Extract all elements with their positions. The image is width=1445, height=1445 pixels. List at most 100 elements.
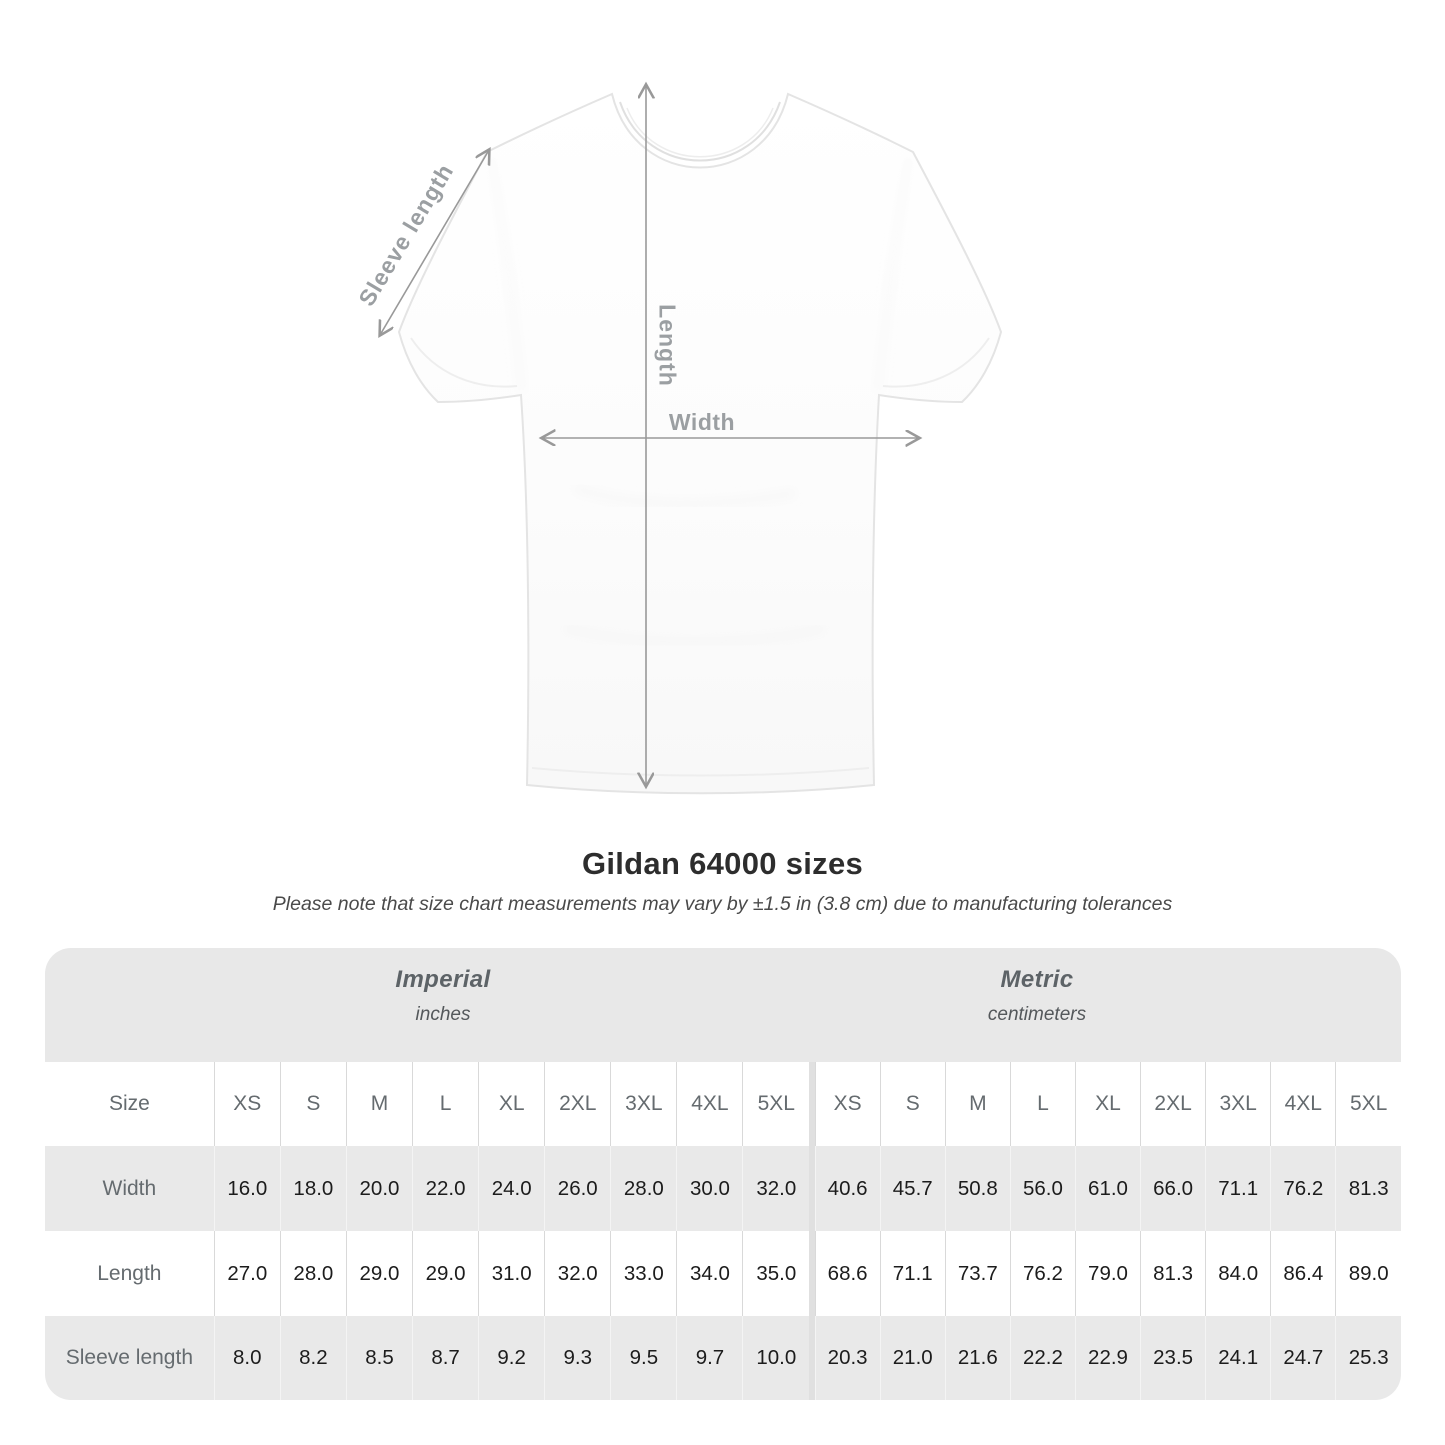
imperial-value-cell: 31.0 — [478, 1231, 545, 1316]
metric-size-col-L: L — [1009, 1062, 1076, 1146]
section-divider — [809, 1146, 816, 1231]
unit-header-band: Imperial inches Metric centimeters — [45, 948, 1401, 1062]
imperial-label: Imperial — [395, 966, 491, 993]
metric-value-cell: 89.0 — [1335, 1231, 1401, 1316]
imperial-size-col-3XL: 3XL — [610, 1062, 677, 1146]
imperial-size-col-XS: XS — [213, 1062, 281, 1146]
imperial-value-cell: 9.2 — [478, 1316, 545, 1400]
imperial-size-col-4XL: 4XL — [676, 1062, 743, 1146]
collar-line — [619, 101, 781, 162]
bottom-hem — [531, 767, 870, 777]
metric-value-cell: 22.9 — [1074, 1316, 1141, 1400]
metric-value-cell: 79.0 — [1074, 1231, 1141, 1316]
imperial-unit: inches — [415, 1004, 471, 1025]
metric-value-cell: 40.6 — [814, 1146, 881, 1231]
imperial-value-cell: 35.0 — [742, 1231, 810, 1316]
imperial-value-cell: 27.0 — [213, 1231, 281, 1316]
imperial-value-cell: 28.0 — [610, 1146, 677, 1231]
metric-value-cell: 86.4 — [1270, 1231, 1336, 1316]
imperial-value-cell: 9.7 — [676, 1316, 743, 1400]
metric-unit: centimeters — [987, 1004, 1087, 1025]
imperial-value-cell: 8.5 — [345, 1316, 413, 1400]
metric-value-cell: 81.3 — [1140, 1231, 1206, 1316]
section-divider — [809, 1062, 816, 1146]
size-table: Size XS S M L XL 2XL 3XL 4XL 5XL XS S M L XL 2XL 3XL 4XL 5… — [45, 1062, 1401, 1400]
imperial-size-col-L: L — [412, 1062, 479, 1146]
imperial-value-cell: 8.7 — [412, 1316, 479, 1400]
imperial-value-cell: 30.0 — [676, 1146, 743, 1231]
metric-size-col-XL: XL — [1074, 1062, 1141, 1146]
imperial-value-cell: 20.0 — [345, 1146, 413, 1231]
imperial-value-cell: 24.0 — [478, 1146, 545, 1231]
measurement-row: Width 16.0 18.0 20.0 22.0 24.0 26.0 28.0 30.0 32.… — [45, 1146, 1401, 1231]
metric-size-col-S: S — [879, 1062, 946, 1146]
imperial-value-cell: 9.5 — [610, 1316, 677, 1400]
metric-value-cell: 21.0 — [879, 1316, 946, 1400]
tshirt-body — [397, 92, 1003, 795]
metric-size-col-M: M — [944, 1062, 1011, 1146]
metric-value-cell: 22.2 — [1009, 1316, 1076, 1400]
tolerance-note: Please note that size chart measurements… — [272, 893, 1173, 915]
left-sleeve-seam — [490, 155, 523, 393]
metric-size-col-4XL: 4XL — [1270, 1062, 1336, 1146]
imperial-header: Imperial inches — [395, 966, 490, 1026]
metric-value-cell: 61.0 — [1074, 1146, 1141, 1231]
right-sleeve-hem — [882, 337, 990, 388]
imperial-value-cell: 16.0 — [213, 1146, 281, 1231]
metric-value-cell: 66.0 — [1140, 1146, 1206, 1231]
imperial-value-cell: 9.3 — [544, 1316, 611, 1400]
metric-value-cell: 50.8 — [944, 1146, 1011, 1231]
metric-value-cell: 25.3 — [1335, 1316, 1401, 1400]
measurement-row: Sleeve length 8.0 8.2 8.5 8.7 9.2 9.3 9.5 9.7 10.… — [45, 1316, 1401, 1400]
row-header-size: Size — [108, 1092, 150, 1115]
metric-value-cell: 84.0 — [1205, 1231, 1271, 1316]
imperial-value-cell: 32.0 — [742, 1146, 810, 1231]
metric-label: Metric — [1000, 966, 1074, 993]
row-label: Length — [97, 1261, 162, 1285]
size-table-card: Imperial inches Metric centimeters Size X… — [45, 948, 1401, 1400]
metric-value-cell: 20.3 — [814, 1316, 881, 1400]
imperial-size-col-2XL: 2XL — [544, 1062, 611, 1146]
imperial-value-cell: 29.0 — [412, 1231, 479, 1316]
length-label: Length — [654, 304, 681, 387]
imperial-value-cell: 8.2 — [279, 1316, 347, 1400]
metric-value-cell: 71.1 — [1205, 1146, 1271, 1231]
metric-value-cell: 76.2 — [1009, 1231, 1076, 1316]
imperial-value-cell: 26.0 — [544, 1146, 611, 1231]
imperial-value-cell: 8.0 — [213, 1316, 281, 1400]
section-divider — [809, 1316, 816, 1400]
imperial-value-cell: 34.0 — [676, 1231, 743, 1316]
width-label: Width — [668, 409, 736, 435]
section-divider — [809, 1231, 816, 1316]
collar-stitch — [626, 107, 774, 158]
imperial-value-cell: 32.0 — [544, 1231, 611, 1316]
metric-value-cell: 24.1 — [1205, 1316, 1271, 1400]
imperial-size-col-XL: XL — [478, 1062, 545, 1146]
metric-value-cell: 24.7 — [1270, 1316, 1336, 1400]
imperial-value-cell: 29.0 — [345, 1231, 413, 1316]
metric-value-cell: 56.0 — [1009, 1146, 1076, 1231]
metric-size-col-XS: XS — [814, 1062, 881, 1146]
metric-value-cell: 71.1 — [879, 1231, 946, 1316]
metric-size-col-3XL: 3XL — [1205, 1062, 1271, 1146]
left-sleeve-hem — [410, 337, 518, 388]
metric-size-col-5XL: 5XL — [1335, 1062, 1401, 1146]
imperial-value-cell: 28.0 — [279, 1231, 347, 1316]
measurement-row: Length 27.0 28.0 29.0 29.0 31.0 32.0 33.0 34.0 35… — [45, 1231, 1401, 1316]
metric-value-cell: 45.7 — [879, 1146, 946, 1231]
page-title: Gildan 64000 sizes — [581, 846, 864, 881]
tshirt-measurement-diagram: Sleeve length Length Width — [353, 0, 1003, 795]
size-header-row: Size XS S M L XL 2XL 3XL 4XL 5XL XS S M L XL 2XL 3XL 4XL 5… — [45, 1062, 1401, 1146]
wrinkle — [564, 626, 826, 645]
metric-size-col-2XL: 2XL — [1140, 1062, 1206, 1146]
right-sleeve-seam — [877, 155, 910, 393]
imperial-value-cell: 33.0 — [610, 1231, 677, 1316]
imperial-size-col-S: S — [279, 1062, 347, 1146]
metric-value-cell: 81.3 — [1335, 1146, 1401, 1231]
metric-header: Metric centimeters — [988, 966, 1086, 1026]
imperial-size-col-M: M — [345, 1062, 413, 1146]
metric-value-cell: 21.6 — [944, 1316, 1011, 1400]
row-label: Sleeve length — [65, 1346, 193, 1369]
imperial-size-col-5XL: 5XL — [742, 1062, 810, 1146]
